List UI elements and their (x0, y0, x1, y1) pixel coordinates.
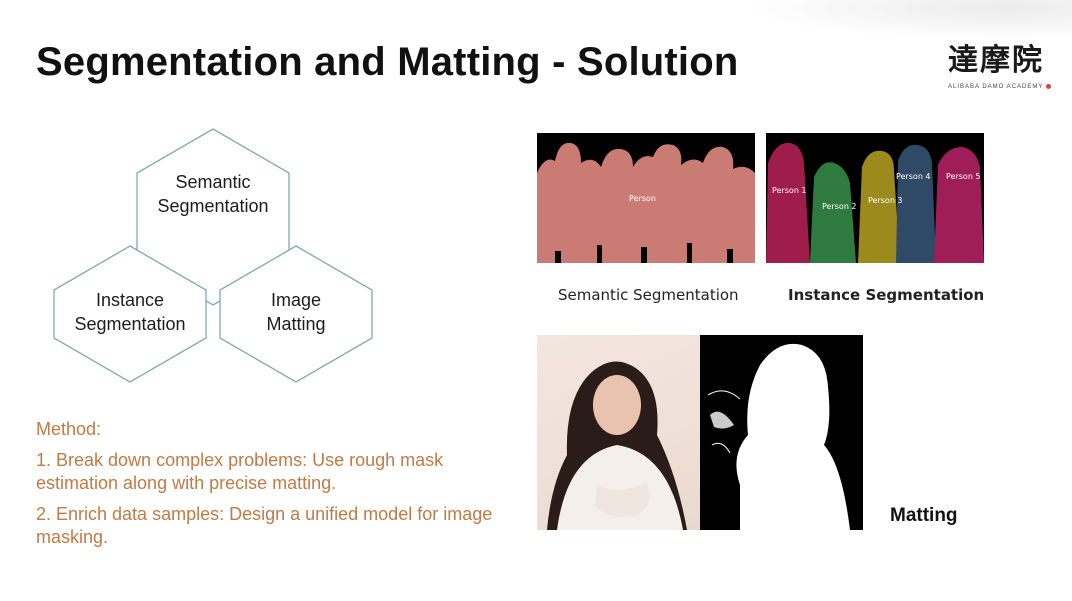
method-item-1: 1. Break down complex problems: Use roug… (36, 450, 444, 493)
semantic-caption: Semantic Segmentation (558, 286, 739, 304)
hexagon-instance (53, 245, 207, 383)
logo-chinese-text: 達摩院 (948, 43, 1044, 78)
method-section: Method: 1. Break down complex problems: … (36, 418, 516, 557)
instance-label-4: Person 4 (896, 172, 931, 181)
hexagon-semantic (136, 128, 290, 306)
damo-academy-logo: 達摩院 ALIBABA DAMO ACADEMY (948, 44, 1058, 104)
method-heading: Method: (36, 419, 102, 439)
method-item-2: 2. Enrich data samples: Design a unified… (36, 504, 493, 547)
instance-label-1: Person 1 (772, 186, 807, 195)
hexagon-shapes (53, 128, 373, 383)
instance-caption: Instance Segmentation (788, 286, 985, 304)
logo-english-text: ALIBABA DAMO ACADEMY (948, 84, 1044, 91)
hexagon-semantic-label: Semantic Segmentation (157, 172, 269, 216)
corner-texture (742, 0, 1072, 40)
matting-alpha-mask (700, 335, 863, 530)
instance-label-5: Person 5 (946, 172, 981, 181)
matting-caption: Matting (890, 505, 958, 526)
instance-label-3: Person 3 (868, 196, 903, 205)
slide-title: Segmentation and Matting - Solution (36, 40, 739, 84)
hexagon-instance-label: Instance Segmentation (74, 290, 186, 334)
semantic-segmentation-image: Person (537, 133, 755, 263)
instance-segmentation-image: Person 1 Person 2 Person 3 Person 4 Pers… (766, 133, 984, 263)
hexagon-matting (219, 245, 373, 383)
semantic-region-label: Person (629, 194, 656, 203)
instance-label-2: Person 2 (822, 202, 857, 211)
logo-dot-icon (1046, 84, 1052, 89)
hexagon-matting-label: Image Matting (266, 290, 326, 334)
matting-source-photo (537, 335, 700, 530)
hexagon-diagram: Semantic Segmentation Instance Segmentat… (40, 120, 400, 390)
